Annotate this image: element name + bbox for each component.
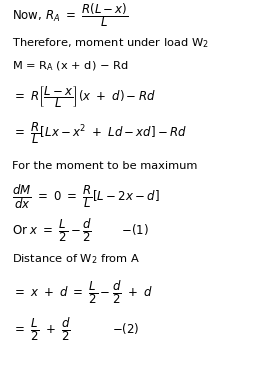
Text: M = R$_\mathrm{A}$ (x + d) $-$ Rd: M = R$_\mathrm{A}$ (x + d) $-$ Rd <box>12 60 128 74</box>
Text: $= \ \dfrac{L}{2} \ + \ \dfrac{d}{2}$ $\qquad\quad$ $-(2)$: $= \ \dfrac{L}{2} \ + \ \dfrac{d}{2}$ $\… <box>12 317 139 343</box>
Text: $= \ R\left[\dfrac{L-x}{L}\right](x \ + \ d) - Rd$: $= \ R\left[\dfrac{L-x}{L}\right](x \ + … <box>12 85 156 110</box>
Text: $\dfrac{dM}{dx} \ = \ 0 \ = \ \dfrac{R}{L}\left[L - 2x - d\right]$: $\dfrac{dM}{dx} \ = \ 0 \ = \ \dfrac{R}{… <box>12 183 160 211</box>
Text: For the moment to be maximum: For the moment to be maximum <box>12 161 197 171</box>
Text: $= \ \dfrac{R}{L}\left[Lx - x^2 \ + \ Ld - xd\right] - Rd$: $= \ \dfrac{R}{L}\left[Lx - x^2 \ + \ Ld… <box>12 120 187 146</box>
Text: Distance of W$_2$ from A: Distance of W$_2$ from A <box>12 252 140 266</box>
Text: Now, $R_A \ = \ \dfrac{R(L-x)}{L}$: Now, $R_A \ = \ \dfrac{R(L-x)}{L}$ <box>12 2 128 29</box>
Text: Or $x \ = \ \dfrac{L}{2} - \dfrac{d}{2}$ $\qquad$ $-(1)$: Or $x \ = \ \dfrac{L}{2} - \dfrac{d}{2}$… <box>12 217 149 243</box>
Text: Therefore, moment under load W$_2$: Therefore, moment under load W$_2$ <box>12 36 209 50</box>
Text: $= \ x \ + \ d \ = \ \dfrac{L}{2} - \dfrac{d}{2} \ + \ d$: $= \ x \ + \ d \ = \ \dfrac{L}{2} - \dfr… <box>12 279 153 305</box>
